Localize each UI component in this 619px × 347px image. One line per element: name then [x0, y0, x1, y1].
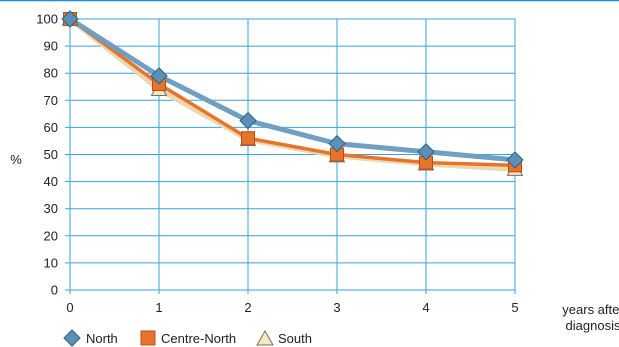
y-tick-label: 30	[44, 201, 58, 216]
legend-south-marker	[256, 329, 274, 346]
marker-north	[239, 111, 257, 130]
y-tick-label: 60	[44, 120, 58, 135]
x-tick-label: 1	[155, 300, 162, 315]
legend-north-marker	[63, 329, 81, 347]
marker-north	[506, 151, 524, 169]
x-axis-label-line2: diagnosis	[566, 318, 619, 333]
y-tick-label: 80	[44, 66, 58, 81]
x-tick-label: 3	[333, 300, 340, 315]
legend-north-label: North	[86, 331, 118, 346]
legend-south-label: South	[278, 331, 312, 346]
x-tick-label: 4	[422, 300, 429, 315]
y-tick-label: 100	[36, 12, 58, 27]
series-line-north	[67, 16, 518, 163]
marker-north	[61, 10, 79, 28]
y-tick-label: 50	[44, 147, 58, 162]
marker-north	[150, 67, 168, 85]
y-tick-label: 0	[51, 283, 58, 298]
legend-centre-north-marker	[140, 330, 156, 346]
y-axis-label: %	[10, 152, 22, 167]
marker-north	[328, 134, 346, 153]
y-tick-labels: 0 10 20 30 40 50 60 70 80 90 100	[36, 12, 58, 298]
legend: North Centre-North South	[63, 329, 312, 347]
x-tick-label: 2	[244, 300, 251, 315]
y-tick-label: 10	[44, 255, 58, 270]
y-tick-label: 70	[44, 93, 58, 108]
x-tick-label: 0	[66, 300, 73, 315]
x-tick-labels: 0 1 2 3 4 5	[66, 300, 518, 315]
marker-centre-north	[241, 131, 255, 146]
series-line-centre-north	[68, 17, 517, 168]
y-tick-label: 90	[44, 39, 58, 54]
legend-centre-north-label: Centre-North	[161, 331, 236, 346]
series-markers	[61, 9, 524, 176]
x-tick-label: 5	[511, 300, 518, 315]
y-tick-label: 40	[44, 174, 58, 189]
x-axis-label-line1: years after	[562, 302, 619, 317]
marker-north	[417, 143, 435, 161]
y-tick-label: 20	[44, 228, 58, 243]
series-lines	[67, 16, 518, 172]
